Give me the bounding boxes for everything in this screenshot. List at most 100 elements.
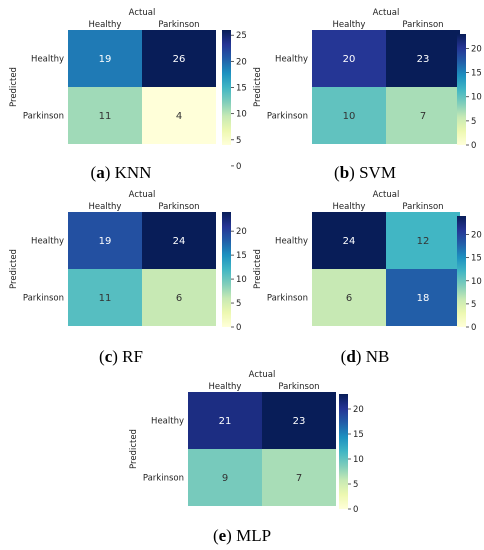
caption-letter: c <box>105 347 113 366</box>
cell-value: 21 <box>219 416 232 427</box>
colorbar-tick-label: 15 <box>471 69 482 79</box>
row-label: Healthy <box>275 237 308 247</box>
colorbar-tick-label: 15 <box>471 254 482 264</box>
panel-caption: (b) SVM <box>334 163 396 182</box>
colorbar-tick-label: 15 <box>236 84 247 94</box>
heatmap-cell <box>312 269 386 326</box>
row-label: Parkinson <box>267 112 308 122</box>
colorbar-tick-label: 20 <box>471 44 482 54</box>
heatmap-cell <box>312 212 386 269</box>
heatmap-cell <box>386 212 460 269</box>
caption-open: ( <box>99 347 105 366</box>
caption-model-name: KNN <box>115 163 152 182</box>
heatmap-cell <box>188 392 262 449</box>
column-label: Parkinson <box>402 20 443 30</box>
cell-value: 19 <box>99 236 112 247</box>
colorbar-tick-label: 15 <box>236 251 247 261</box>
y-axis-title: Predicted <box>9 249 19 289</box>
caption-model-name: RF <box>122 347 143 366</box>
colorbar-tick-label: 5 <box>471 300 476 310</box>
column-label: Healthy <box>89 20 122 30</box>
heatmap-cell <box>142 30 216 87</box>
colorbar-tick-label: 10 <box>353 455 364 465</box>
row-label: Parkinson <box>23 112 64 122</box>
heatmap-cell <box>68 87 142 144</box>
caption-close: ) <box>112 347 122 366</box>
heatmap-panel-rf: Actual Predicted Healthy Parkinson Healthy Pa… <box>9 190 247 366</box>
colorbar <box>457 216 466 327</box>
colorbar-tick-label: 0 <box>471 323 476 333</box>
colorbar <box>457 34 466 145</box>
colorbar-tick-label: 15 <box>353 430 364 440</box>
heatmap-panel-svm: Actual Predicted Healthy Parkinson Healthy Pa… <box>253 8 482 182</box>
colorbar-tick-label: 20 <box>353 405 364 415</box>
cell-value: 23 <box>417 54 430 65</box>
caption-close: ) <box>356 347 366 366</box>
cell-value: 11 <box>99 293 112 304</box>
row-label: Healthy <box>151 417 184 427</box>
heatmap-cell <box>68 30 142 87</box>
heatmap-cell <box>386 30 460 87</box>
heatmap-cell <box>386 87 460 144</box>
colorbar-tick-label: 5 <box>236 299 241 309</box>
column-label: Healthy <box>333 20 366 30</box>
colorbar <box>222 212 231 327</box>
heatmap-cell <box>142 87 216 144</box>
caption-open: ( <box>213 526 219 545</box>
x-axis-title: Actual <box>129 8 156 18</box>
y-axis-title: Predicted <box>9 67 19 107</box>
heatmap-cell <box>188 449 262 506</box>
y-axis-title: Predicted <box>253 249 263 289</box>
caption-close: ) <box>226 526 236 545</box>
cell-value: 23 <box>293 416 306 427</box>
column-label: Healthy <box>333 202 366 212</box>
heatmap-cell <box>312 30 386 87</box>
cell-value: 11 <box>99 111 112 122</box>
caption-open: ( <box>334 163 340 182</box>
cell-value: 18 <box>417 293 430 304</box>
column-label: Parkinson <box>278 382 319 392</box>
cell-value: 12 <box>417 236 430 247</box>
column-label: Healthy <box>89 202 122 212</box>
heatmap-cell <box>142 212 216 269</box>
row-label: Parkinson <box>143 474 184 484</box>
colorbar-tick-label: 0 <box>236 323 241 333</box>
row-label: Parkinson <box>267 294 308 304</box>
colorbar <box>222 30 231 145</box>
heatmap-cell <box>262 449 336 506</box>
x-axis-title: Actual <box>249 370 276 380</box>
panel-caption: (c) RF <box>99 347 143 366</box>
colorbar-tick-label: 25 <box>236 31 247 41</box>
caption-letter: a <box>96 163 105 182</box>
panel-caption: (e) MLP <box>213 526 271 545</box>
panel-caption: (a) KNN <box>91 163 152 182</box>
row-label: Healthy <box>31 237 64 247</box>
column-label: Parkinson <box>402 202 443 212</box>
heatmap-panel-knn: Actual Predicted Healthy Parkinson Healthy Pa… <box>9 8 247 182</box>
cell-value: 4 <box>176 111 182 122</box>
caption-model-name: SVM <box>359 163 396 182</box>
colorbar-tick-label: 20 <box>236 227 247 237</box>
x-axis-title: Actual <box>373 190 400 200</box>
caption-open: ( <box>341 347 347 366</box>
caption-letter: e <box>219 526 227 545</box>
cell-value: 7 <box>420 111 426 122</box>
colorbar-tick-label: 10 <box>471 277 482 287</box>
heatmap-cell <box>386 269 460 326</box>
x-axis-title: Actual <box>373 8 400 18</box>
heatmap-panel-mlp: Actual Predicted Healthy Parkinson Healthy Pa… <box>129 370 364 545</box>
colorbar-tick-label: 5 <box>471 117 476 127</box>
column-label: Healthy <box>209 382 242 392</box>
cell-value: 24 <box>173 236 186 247</box>
heatmap-cell <box>312 87 386 144</box>
cell-value: 10 <box>343 111 356 122</box>
colorbar-tick-label: 0 <box>353 505 358 515</box>
colorbar-tick-label: 0 <box>471 141 476 151</box>
row-label: Parkinson <box>23 294 64 304</box>
caption-model-name: NB <box>366 347 390 366</box>
colorbar-tick-label: 10 <box>236 110 247 120</box>
x-axis-title: Actual <box>129 190 156 200</box>
cell-value: 9 <box>222 473 228 484</box>
cell-value: 6 <box>176 293 182 304</box>
